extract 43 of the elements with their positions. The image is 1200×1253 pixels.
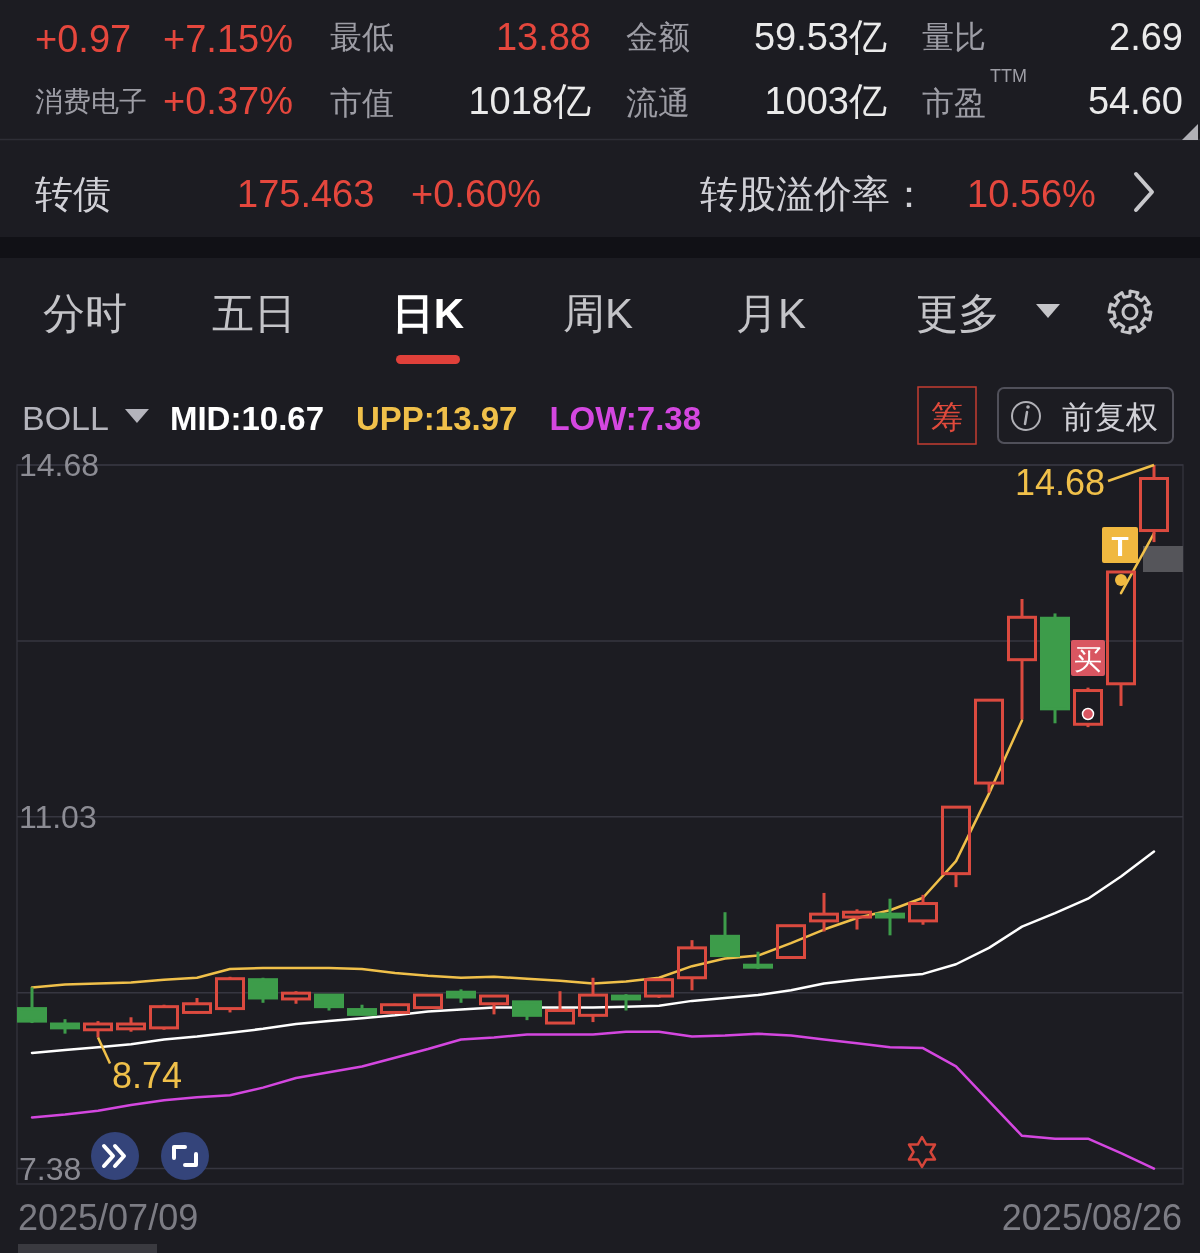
text: +7.15% bbox=[163, 18, 293, 60]
text: 前复权 bbox=[1062, 399, 1158, 435]
text: 流通 bbox=[626, 85, 690, 121]
text: MID:10.67 bbox=[169, 400, 325, 437]
text: 转股溢价率： bbox=[700, 173, 928, 215]
text: 10.56% bbox=[967, 173, 1096, 215]
text: 54.60 bbox=[1087, 80, 1183, 122]
y-tick-label: 7.38 bbox=[19, 1150, 82, 1187]
text: 2025/08/26 bbox=[1001, 1197, 1182, 1238]
text: 2.69 bbox=[1109, 16, 1183, 58]
text: 1003亿 bbox=[764, 80, 887, 122]
text: 59.53亿 bbox=[753, 16, 887, 58]
text: 周K bbox=[562, 290, 634, 337]
text: 量比 bbox=[922, 19, 986, 55]
text: 13.88 bbox=[495, 16, 591, 58]
text: 日K bbox=[391, 290, 465, 337]
text: +0.37% bbox=[163, 80, 293, 122]
text: 2025/07/09 bbox=[18, 1197, 199, 1238]
text: 更多 bbox=[916, 290, 1000, 337]
text: LOW:7.38 bbox=[549, 400, 702, 437]
text: TTM bbox=[990, 66, 1027, 86]
text: 175.463 bbox=[237, 173, 375, 215]
text: 最低 bbox=[330, 19, 394, 55]
text: +0.97 bbox=[35, 18, 132, 60]
text: 五日 bbox=[212, 290, 296, 337]
annotation: 8.74 bbox=[112, 1054, 183, 1096]
y-tick-label: 14.68 bbox=[19, 447, 100, 483]
y-tick-label: 11.03 bbox=[19, 798, 97, 835]
text: 月K bbox=[735, 290, 807, 337]
text: 分时 bbox=[43, 290, 127, 337]
annotation: T bbox=[1111, 531, 1129, 562]
text: 转债 bbox=[35, 173, 111, 215]
annotation: 买 bbox=[1074, 644, 1102, 675]
text: 市盈 bbox=[922, 85, 986, 121]
text: 筹 bbox=[931, 399, 963, 435]
text: UPP:13.97 bbox=[356, 400, 518, 437]
text: 1018亿 bbox=[468, 80, 591, 122]
text: 消费电子 bbox=[35, 86, 147, 117]
annotation: 14.68 bbox=[1014, 462, 1105, 503]
text: 市值 bbox=[330, 85, 394, 121]
text: 金额 bbox=[626, 19, 690, 55]
text: +0.60% bbox=[411, 173, 541, 215]
legend-title: BOLL bbox=[22, 399, 109, 437]
